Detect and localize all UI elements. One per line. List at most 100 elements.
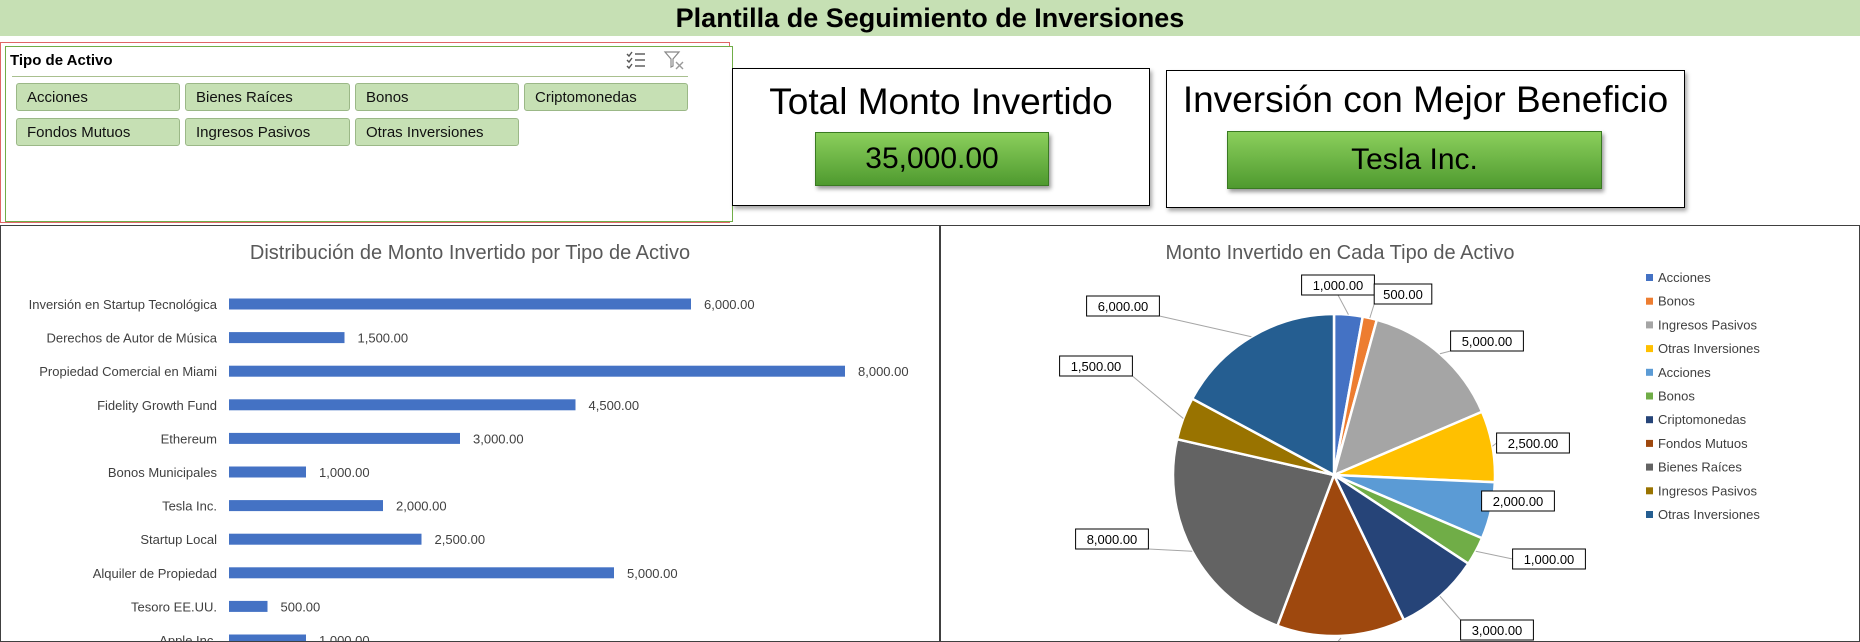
legend-entry[interactable]: Otras Inversiones bbox=[1658, 507, 1760, 522]
pie-slice[interactable] bbox=[1171, 437, 1336, 628]
bar[interactable] bbox=[229, 365, 845, 377]
bar[interactable] bbox=[229, 298, 691, 310]
pie-label-box bbox=[1086, 295, 1160, 317]
bar[interactable] bbox=[229, 600, 268, 612]
slicer-title: Tipo de Activo bbox=[10, 52, 113, 69]
title-bar: Plantilla de Seguimiento de Inversiones bbox=[0, 0, 1860, 36]
kpi-best-label: Inversión con Mejor Beneficio bbox=[1182, 79, 1669, 120]
slicer-item-acciones[interactable]: Acciones bbox=[16, 83, 180, 111]
pie-data-label: 1,000.00 bbox=[1524, 552, 1575, 567]
bar-data-label: 1,000.00 bbox=[319, 633, 370, 641]
pie-label-box bbox=[1481, 490, 1555, 512]
legend-swatch bbox=[1646, 416, 1653, 424]
legend-swatch bbox=[1646, 368, 1653, 376]
bar-category-label: Ethereum bbox=[161, 431, 217, 446]
pie-leader-line bbox=[1337, 294, 1349, 315]
pie-label-box bbox=[1512, 548, 1586, 570]
bar[interactable] bbox=[229, 466, 306, 478]
multi-select-icon[interactable] bbox=[625, 49, 647, 71]
legend-swatch bbox=[1646, 487, 1653, 495]
pie-data-label: 1,000.00 bbox=[1313, 278, 1364, 293]
bar-category-label: Startup Local bbox=[140, 532, 217, 547]
pie-label-box bbox=[1496, 432, 1570, 454]
pie-leader-line bbox=[1369, 303, 1375, 319]
bar-data-label: 8,000.00 bbox=[858, 364, 909, 379]
bar-chart-panel[interactable]: Distribución de Monto Invertido por Tipo… bbox=[0, 225, 940, 642]
bar-data-label: 3,000.00 bbox=[473, 431, 524, 446]
pie-leader-line bbox=[1132, 375, 1184, 419]
bar-category-label: Inversión en Startup Tecnológica bbox=[29, 297, 218, 312]
bar-data-label: 1,500.00 bbox=[358, 331, 409, 346]
legend-entry[interactable]: Ingresos Pasivos bbox=[1658, 317, 1757, 332]
bar[interactable] bbox=[229, 399, 576, 411]
pie-slice[interactable] bbox=[1330, 471, 1471, 622]
pie-slice[interactable] bbox=[1190, 312, 1336, 478]
bar-data-label: 1,000.00 bbox=[319, 465, 370, 480]
bar[interactable] bbox=[229, 432, 460, 444]
bar-data-label: 2,000.00 bbox=[396, 499, 447, 514]
pie-leader-line bbox=[1475, 550, 1513, 560]
kpi-total-value: 35,000.00 bbox=[815, 132, 1049, 186]
pie-slice[interactable] bbox=[1275, 471, 1406, 638]
bar-category-label: Tesoro EE.UU. bbox=[131, 599, 217, 614]
slicer-item-bonos[interactable]: Bonos bbox=[355, 83, 519, 111]
pie-leader-line bbox=[1148, 548, 1193, 552]
pie-data-label: 3,000.00 bbox=[1472, 623, 1523, 638]
legend-entry[interactable]: Acciones bbox=[1658, 365, 1711, 380]
bar-category-label: Apple Inc. bbox=[159, 633, 217, 641]
pie-leader-line bbox=[1159, 315, 1252, 338]
pie-data-label: 2,000.00 bbox=[1493, 494, 1544, 509]
legend-entry[interactable]: Bienes Raíces bbox=[1658, 460, 1742, 475]
bar-data-label: 2,500.00 bbox=[435, 532, 486, 547]
legend-entry[interactable]: Ingresos Pasivos bbox=[1658, 483, 1757, 498]
legend-swatch bbox=[1646, 439, 1653, 447]
kpi-best-card: Inversión con Mejor Beneficio Tesla Inc. bbox=[1166, 70, 1685, 208]
kpi-best-value: Tesla Inc. bbox=[1227, 131, 1602, 189]
pie-chart-title: Monto Invertido en Cada Tipo de Activo bbox=[1165, 242, 1515, 264]
pie-label-box bbox=[1059, 355, 1133, 377]
slicer-item-otras-inversiones[interactable]: Otras Inversiones bbox=[355, 118, 519, 146]
pie-label-box bbox=[1373, 283, 1433, 305]
pie-data-label: 1,500.00 bbox=[1071, 359, 1122, 374]
pie-leader-line bbox=[1439, 350, 1451, 355]
legend-entry[interactable]: Bonos bbox=[1658, 389, 1695, 404]
legend-swatch bbox=[1646, 511, 1653, 518]
legend-entry[interactable]: Otras Inversiones bbox=[1658, 341, 1760, 356]
legend-swatch bbox=[1646, 463, 1653, 471]
bar-category-label: Fidelity Growth Fund bbox=[97, 398, 217, 413]
bar[interactable] bbox=[229, 332, 345, 344]
legend-entry[interactable]: Bonos bbox=[1658, 294, 1695, 309]
bar-category-label: Tesla Inc. bbox=[162, 499, 217, 514]
pie-leader-line bbox=[1337, 637, 1342, 641]
legend-swatch bbox=[1646, 274, 1653, 281]
bar[interactable] bbox=[229, 634, 306, 642]
legend-swatch bbox=[1646, 297, 1653, 305]
bar[interactable] bbox=[229, 500, 383, 512]
slicer-item-bienes-raices[interactable]: Bienes Raíces bbox=[185, 83, 350, 111]
kpi-total-card: Total Monto Invertido 35,000.00 bbox=[732, 68, 1150, 206]
pie-data-label: 8,000.00 bbox=[1087, 532, 1138, 547]
legend-entry[interactable]: Fondos Mutuos bbox=[1658, 436, 1748, 451]
bar[interactable] bbox=[229, 533, 422, 545]
legend-entry[interactable]: Acciones bbox=[1658, 270, 1711, 285]
pie-leader-line bbox=[1439, 595, 1461, 621]
legend-swatch bbox=[1646, 321, 1653, 329]
pie-chart: 1,000.00 500.00 5,000.00 2,500.00 2,000.00 1,… bbox=[1059, 270, 1760, 641]
slicer-item-criptomonedas[interactable]: Criptomonedas bbox=[524, 83, 688, 111]
pie-chart-panel[interactable]: Monto Invertido en Cada Tipo de Activo 1… bbox=[940, 225, 1860, 642]
pie-label-box bbox=[1460, 619, 1534, 641]
pie-data-label: 6,000.00 bbox=[1098, 299, 1149, 314]
slicer-divider bbox=[12, 76, 688, 77]
bar-category-label: Propiedad Comercial en Miami bbox=[39, 364, 217, 379]
bar-data-label: 500.00 bbox=[281, 599, 321, 614]
slicer-item-fondos-mutuos[interactable]: Fondos Mutuos bbox=[16, 118, 180, 146]
pie-label-box bbox=[1075, 528, 1149, 550]
clear-filter-icon[interactable] bbox=[663, 49, 685, 71]
pie-leader-line bbox=[1492, 442, 1497, 447]
legend-swatch bbox=[1646, 392, 1653, 400]
page-title: Plantilla de Seguimiento de Inversiones bbox=[675, 2, 1185, 33]
bar[interactable] bbox=[229, 567, 614, 579]
slicer-item-ingresos-pasivos[interactable]: Ingresos Pasivos bbox=[185, 118, 350, 146]
legend-entry[interactable]: Criptomonedas bbox=[1658, 412, 1747, 427]
pie-data-label: 5,000.00 bbox=[1462, 334, 1513, 349]
